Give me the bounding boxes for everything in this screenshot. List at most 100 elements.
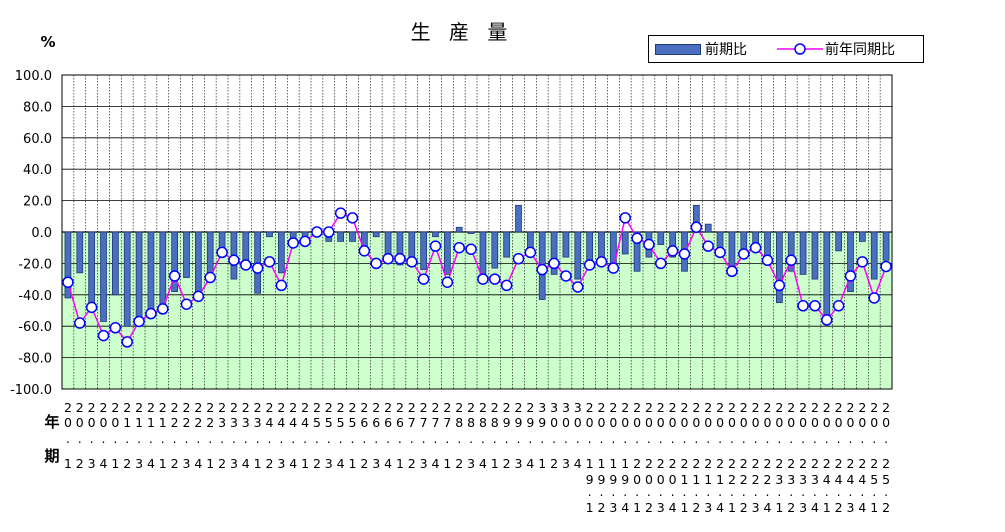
x-tick-label: . [196, 431, 200, 446]
x-tick-label: 4 [100, 456, 108, 471]
x-tick-label: 0 [728, 415, 736, 430]
x-tick-label: 1 [728, 500, 736, 515]
line-point [797, 300, 809, 312]
x-tick-label: 0 [100, 415, 108, 430]
line-point [548, 257, 560, 270]
x-tick-label: . [268, 431, 272, 446]
x-tick-label: . [706, 484, 710, 499]
x-tick-label: . [469, 431, 473, 446]
x-tick-label: 4 [384, 456, 392, 471]
x-tick-label: 2 [775, 400, 783, 415]
x-tick-label: 0 [823, 415, 831, 430]
bar [76, 231, 84, 274]
x-tick-label: 5 [349, 415, 357, 430]
line-point [240, 259, 252, 271]
x-tick-label: . [600, 431, 604, 446]
x-tick-label: . [659, 484, 663, 499]
line-point [655, 257, 667, 270]
line-point [643, 238, 655, 251]
x-tick-label: 2 [313, 456, 321, 471]
x-tick-label: 3 [811, 472, 819, 487]
x-tick-label: 2 [76, 456, 84, 471]
x-tick-label: . [161, 431, 165, 446]
line-point [228, 254, 240, 267]
legend-line-swatch [777, 43, 823, 55]
line-point [180, 298, 193, 310]
bar [550, 231, 558, 275]
line-point [204, 271, 216, 284]
line-point [785, 254, 797, 267]
line-point [453, 241, 465, 254]
x-tick-label: 2 [598, 500, 606, 515]
bar-series [64, 204, 890, 327]
bar [123, 231, 131, 327]
x-tick-label: 2 [858, 400, 866, 415]
bar [88, 231, 96, 307]
x-tick-label: 3 [704, 500, 712, 515]
x-tick-label: 2 [764, 456, 772, 471]
y-tick-label: -60.0 [18, 320, 52, 335]
x-tick-label: 2 [728, 400, 736, 415]
x-tick-label: 9 [586, 472, 594, 487]
x-tick-label: . [777, 431, 781, 446]
x-tick-label: 1 [159, 456, 167, 471]
x-tick-label: . [517, 431, 521, 446]
bar [396, 231, 404, 266]
x-tick-label: 2 [242, 400, 250, 415]
x-tick-label: . [766, 431, 770, 446]
x-tick-label: 3 [574, 400, 582, 415]
x-tick-label: 2 [337, 400, 345, 415]
x-tick-label: . [422, 431, 426, 446]
legend-label-bar: 前期比 [705, 42, 747, 58]
line-point [821, 314, 833, 326]
x-tick-label: . [849, 484, 853, 499]
line-point [477, 273, 489, 285]
x-tick-label: 4 [811, 500, 819, 515]
y-tick-label: -20.0 [18, 257, 52, 272]
line-point [666, 245, 679, 257]
x-tick-label: 1 [775, 500, 783, 515]
x-tick-label: 2 [716, 400, 724, 415]
x-tick-label: . [149, 431, 153, 446]
x-tick-label: 1 [64, 456, 72, 471]
bar [787, 231, 795, 272]
bar [704, 223, 712, 233]
x-tick-label: 2 [515, 400, 523, 415]
x-tick-label: . [445, 431, 449, 446]
x-tick-label: 9 [515, 415, 523, 430]
x-tick-label: 2 [847, 400, 855, 415]
x-tick-label: . [256, 431, 260, 446]
line-point [346, 212, 359, 224]
x-tick-label: . [125, 431, 129, 446]
x-tick-label: 0 [752, 415, 760, 430]
x-tick-label: 1 [349, 456, 357, 471]
x-tick-label: 0 [621, 415, 629, 430]
x-tick-label: 2 [503, 400, 511, 415]
line-point [406, 256, 418, 268]
x-tick-label: 3 [183, 456, 191, 471]
x-tick-label: . [813, 431, 817, 446]
x-tick-label: . [481, 431, 485, 446]
line-point [157, 303, 169, 315]
x-tick-label: 3 [752, 500, 760, 515]
bar [443, 231, 451, 275]
x-tick-label: 0 [858, 415, 866, 430]
x-tick-label: 2 [752, 472, 760, 487]
bar [657, 231, 665, 245]
x-tick-label: 2 [811, 400, 819, 415]
x-tick-label: . [552, 431, 556, 446]
x-tick-label: 3 [230, 415, 238, 430]
y-tick-label: -40.0 [18, 289, 52, 304]
x-tick-label: . [528, 431, 532, 446]
x-tick-label: 6 [372, 415, 380, 430]
x-tick-label: 1 [586, 500, 594, 515]
x-tick-label: . [671, 431, 675, 446]
x-tick-label: 2 [764, 472, 772, 487]
bar [526, 231, 534, 249]
x-tick-label: 2 [254, 400, 262, 415]
line-point [334, 207, 347, 219]
x-tick-label: 4 [289, 456, 297, 471]
y-axis-unit-label: % [40, 33, 55, 51]
x-tick-label: 3 [787, 472, 795, 487]
x-tick-label: 2 [360, 400, 368, 415]
